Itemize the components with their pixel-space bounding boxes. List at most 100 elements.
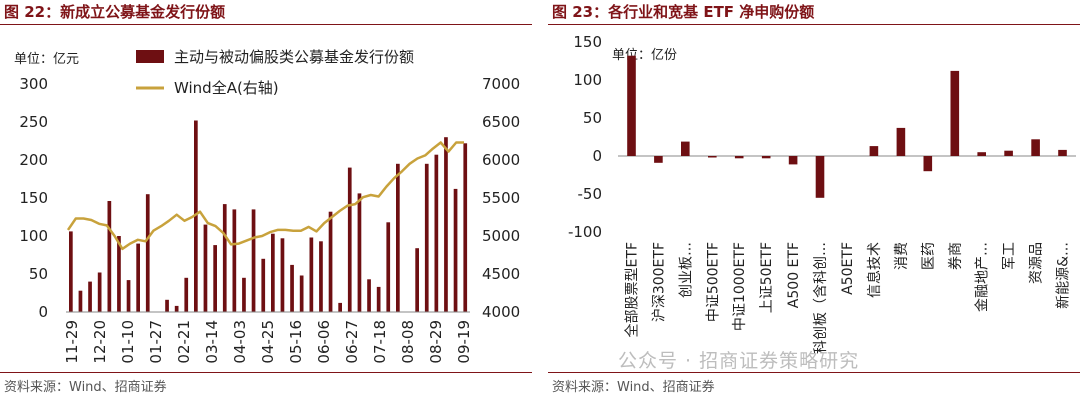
left-source-rule: [0, 372, 532, 373]
left-title-rule: [0, 24, 532, 25]
right-x-category-label: 消费: [894, 242, 910, 270]
watermark-text: 公众号 · 招商证券策略研究: [618, 350, 860, 372]
left-bar: [434, 154, 439, 312]
left-bar: [78, 290, 83, 312]
right-bar: [896, 127, 906, 156]
left-x-tick-label: 09-19: [455, 320, 473, 364]
left-x-tick-label: 02-21: [175, 320, 193, 364]
left-bar: [319, 241, 323, 312]
left-x-tick-label: 08-29: [427, 320, 445, 364]
left-x-tick-label: 06-06: [315, 320, 333, 364]
right-bar: [1058, 149, 1067, 156]
right-bar-series: [627, 55, 1067, 198]
left-bar: [357, 193, 362, 312]
left-chart-panel: 图 22：新成立公募基金发行份额 单位：亿元 0 50 100 150 200 250 300…: [0, 0, 532, 406]
left-x-tick-label: 03-14: [203, 320, 221, 364]
left-bar: [463, 143, 468, 312]
left-x-tick-label: 05-16: [287, 320, 305, 364]
right-bar: [923, 156, 933, 172]
left-bar: [271, 233, 275, 312]
left-x-tick-label: 12-20: [91, 320, 109, 364]
legend-bar-label: 主动与被动偏股类公募基金发行份额: [174, 48, 414, 66]
right-x-category-label: 科创板（含科创…: [813, 242, 829, 354]
left-bar: [338, 302, 342, 312]
right-y-tick-label: -50: [578, 185, 603, 203]
left-bar: [145, 194, 150, 312]
left-bar: [386, 222, 391, 312]
right-x-category-label: 资源品: [1029, 242, 1045, 284]
left-bar: [222, 204, 227, 312]
right-source-note: 资料来源：Wind、招商证券: [552, 380, 715, 395]
left-chart-title: 图 22：新成立公募基金发行份额: [4, 3, 226, 21]
left-bar: [194, 120, 198, 312]
left-bar: [299, 275, 304, 312]
right-bar: [788, 156, 798, 165]
left-bar: [251, 209, 256, 312]
right-bar: [815, 156, 825, 198]
left-bar: [203, 224, 208, 312]
left-bar: [213, 245, 217, 312]
left-y2-tick-label: 4000: [482, 303, 520, 321]
left-x-tick-label: 06-27: [343, 320, 361, 364]
right-bar: [950, 70, 960, 156]
left-y-tick-label: 100: [19, 227, 48, 245]
left-y2-tick-label: 6500: [482, 113, 520, 131]
left-bar: [376, 286, 381, 312]
right-unit-label: 单位：亿份: [612, 48, 677, 63]
right-x-category-label: 新能源&…: [1056, 242, 1072, 309]
left-x-tick-label: 04-25: [259, 320, 277, 364]
right-x-category-label: 全部股票型ETF: [624, 242, 641, 337]
right-bar: [708, 156, 717, 158]
left-bar: [136, 243, 140, 312]
left-bar: [174, 305, 179, 312]
left-bar: [261, 258, 266, 312]
left-x-tick-label: 08-08: [399, 320, 417, 364]
left-bar: [444, 137, 448, 312]
left-y2-tick-label: 5500: [482, 189, 520, 207]
left-bar: [309, 237, 314, 312]
left-bar: [126, 280, 131, 312]
left-y-tick-label: 250: [19, 113, 48, 131]
right-chart-title: 图 23：各行业和宽基 ETF 净申购份额: [552, 3, 815, 21]
left-line-series: [66, 141, 464, 251]
left-bar: [69, 231, 73, 312]
left-x-tick-label: 11-29: [63, 320, 81, 364]
right-x-category-label: 军工: [1002, 242, 1018, 270]
right-x-category-label: 沪深300ETF: [651, 242, 667, 322]
right-bar: [869, 146, 879, 156]
legend-line-label: Wind全A(右轴): [174, 79, 279, 97]
left-source-note: 资料来源：Wind、招商证券: [4, 380, 167, 395]
right-y-tick-label: 50: [583, 109, 602, 127]
left-bar: [415, 248, 419, 312]
left-x-tick-label: 07-18: [371, 320, 389, 364]
right-bar: [1004, 150, 1013, 156]
left-y2-tick-label: 5000: [482, 227, 520, 245]
right-x-category-label: 上证50ETF: [759, 242, 775, 313]
left-x-tick-label: 01-27: [147, 320, 165, 364]
right-x-category-label: 中证500ETF: [705, 242, 721, 322]
right-x-category-label: 金融地产…: [975, 242, 991, 312]
left-chart-svg: 单位：亿元 0 50 100 150 200 250 300 4000 4500 5000 5500 6…: [14, 48, 520, 364]
right-x-category-label: 创业板…: [678, 242, 694, 298]
right-y-tick-label: 0: [592, 147, 602, 165]
right-x-category-label: 医药: [921, 242, 937, 270]
left-y-tick-label: 50: [29, 265, 48, 283]
left-bar: [328, 211, 333, 312]
right-bar: [681, 141, 690, 156]
left-y2-tick-label: 7000: [482, 75, 520, 93]
right-title-rule: [548, 24, 1080, 25]
left-y2-tick-label: 6000: [482, 151, 520, 169]
left-bar-series: [69, 120, 468, 312]
right-bar: [654, 156, 663, 163]
right-bar: [1031, 139, 1040, 156]
left-bar: [367, 279, 371, 312]
right-bar: [761, 156, 771, 159]
left-x-tick-label: 01-10: [119, 320, 137, 364]
left-bar: [107, 201, 112, 312]
left-y2-tick-label: 4500: [482, 265, 520, 283]
left-y-tick-label: 200: [19, 151, 48, 169]
left-bar: [88, 281, 92, 312]
right-y-tick-label: 150: [573, 33, 602, 51]
right-source-rule: [548, 372, 1080, 373]
left-bar: [396, 163, 400, 312]
